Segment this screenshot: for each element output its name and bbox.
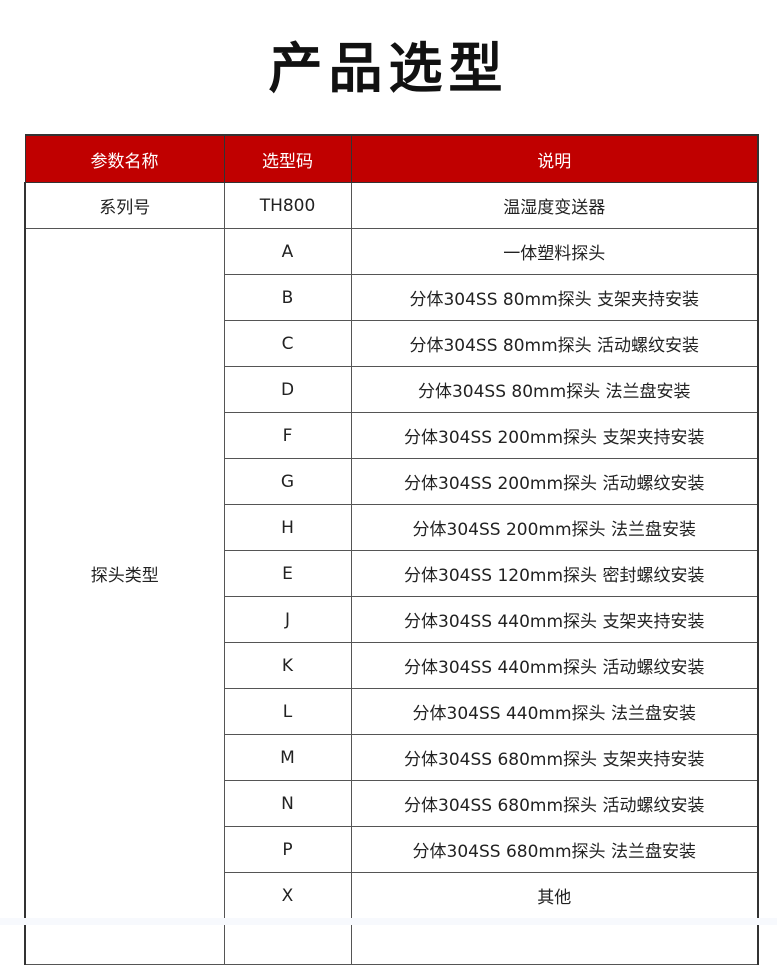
description-cell: 分体304SS 80mm探头 法兰盘安装 [350,366,759,413]
description-cell: 分体304SS 680mm探头 支架夹持安装 [350,734,759,781]
description-cell: 分体304SS 120mm探头 密封螺纹安装 [350,550,759,597]
code-cell: TH800 [223,182,352,229]
code-cell: L [223,688,352,735]
bottom-cutoff [0,918,777,925]
table-row: M 分体304SS 680mm探头 支架夹持安装 [25,734,759,781]
description-cell: 分体304SS 440mm探头 支架夹持安装 [350,596,759,643]
description-cell: 分体304SS 680mm探头 法兰盘安装 [350,826,759,873]
description-cell: 分体304SS 200mm探头 支架夹持安装 [350,412,759,459]
description-cell: 分体304SS 440mm探头 活动螺纹安装 [350,642,759,689]
table-row: D 分体304SS 80mm探头 法兰盘安装 [25,366,759,413]
description-cell: 分体304SS 440mm探头 法兰盘安装 [350,688,759,735]
description-cell: 分体304SS 80mm探头 支架夹持安装 [350,274,759,321]
header-code: 选型码 [223,134,352,183]
code-cell: C [223,320,352,367]
description-cell: 分体304SS 80mm探头 活动螺纹安装 [350,320,759,367]
code-cell: F [223,412,352,459]
table-row: X 其他 [25,872,759,919]
description-cell: 一体塑料探头 [350,228,759,275]
code-cell: B [223,274,352,321]
code-cell: A [223,228,352,275]
description-cell: 其他 [350,872,759,919]
page-title: 产品选型 [268,37,509,100]
code-cell: P [223,826,352,873]
table-row: P 分体304SS 680mm探头 法兰盘安装 [25,826,759,873]
table-row: 探头类型 A 一体塑料探头 [24,228,759,919]
table-row: E 分体304SS 120mm探头 密封螺纹安装 [25,550,759,597]
empty-cell [350,918,759,965]
table-row-cutoff [24,918,759,965]
description-cell: 温湿度变送器 [350,182,759,229]
param-cell: 探头类型 [24,228,225,919]
table-row: N 分体304SS 680mm探头 活动螺纹安装 [25,780,759,827]
table-row: H 分体304SS 200mm探头 法兰盘安装 [25,504,759,551]
table-header-row: 参数名称 选型码 说明 [24,134,759,183]
code-cell: M [223,734,352,781]
description-cell: 分体304SS 200mm探头 法兰盘安装 [350,504,759,551]
table-row: C 分体304SS 80mm探头 活动螺纹安装 [25,320,759,367]
code-cell: J [223,596,352,643]
code-cell: X [223,872,352,919]
code-cell: H [223,504,352,551]
code-cell: N [223,780,352,827]
table-row: 系列号 TH800 温湿度变送器 [24,182,759,229]
param-cell: 系列号 [24,182,225,229]
empty-cell [223,918,352,965]
code-cell: K [223,642,352,689]
header-param-name: 参数名称 [24,134,225,183]
description-cell: 分体304SS 200mm探头 活动螺纹安装 [350,458,759,505]
description-cell: 分体304SS 680mm探头 活动螺纹安装 [350,780,759,827]
code-cell: G [223,458,352,505]
table-row: L 分体304SS 440mm探头 法兰盘安装 [25,688,759,735]
selection-table: 参数名称 选型码 说明 系列号 TH800 温湿度变送器 探头类型 A 一体塑料探头… [24,134,759,965]
header-description: 说明 [350,134,759,183]
empty-cell [24,918,225,965]
code-cell: D [223,366,352,413]
code-cell: E [223,550,352,597]
